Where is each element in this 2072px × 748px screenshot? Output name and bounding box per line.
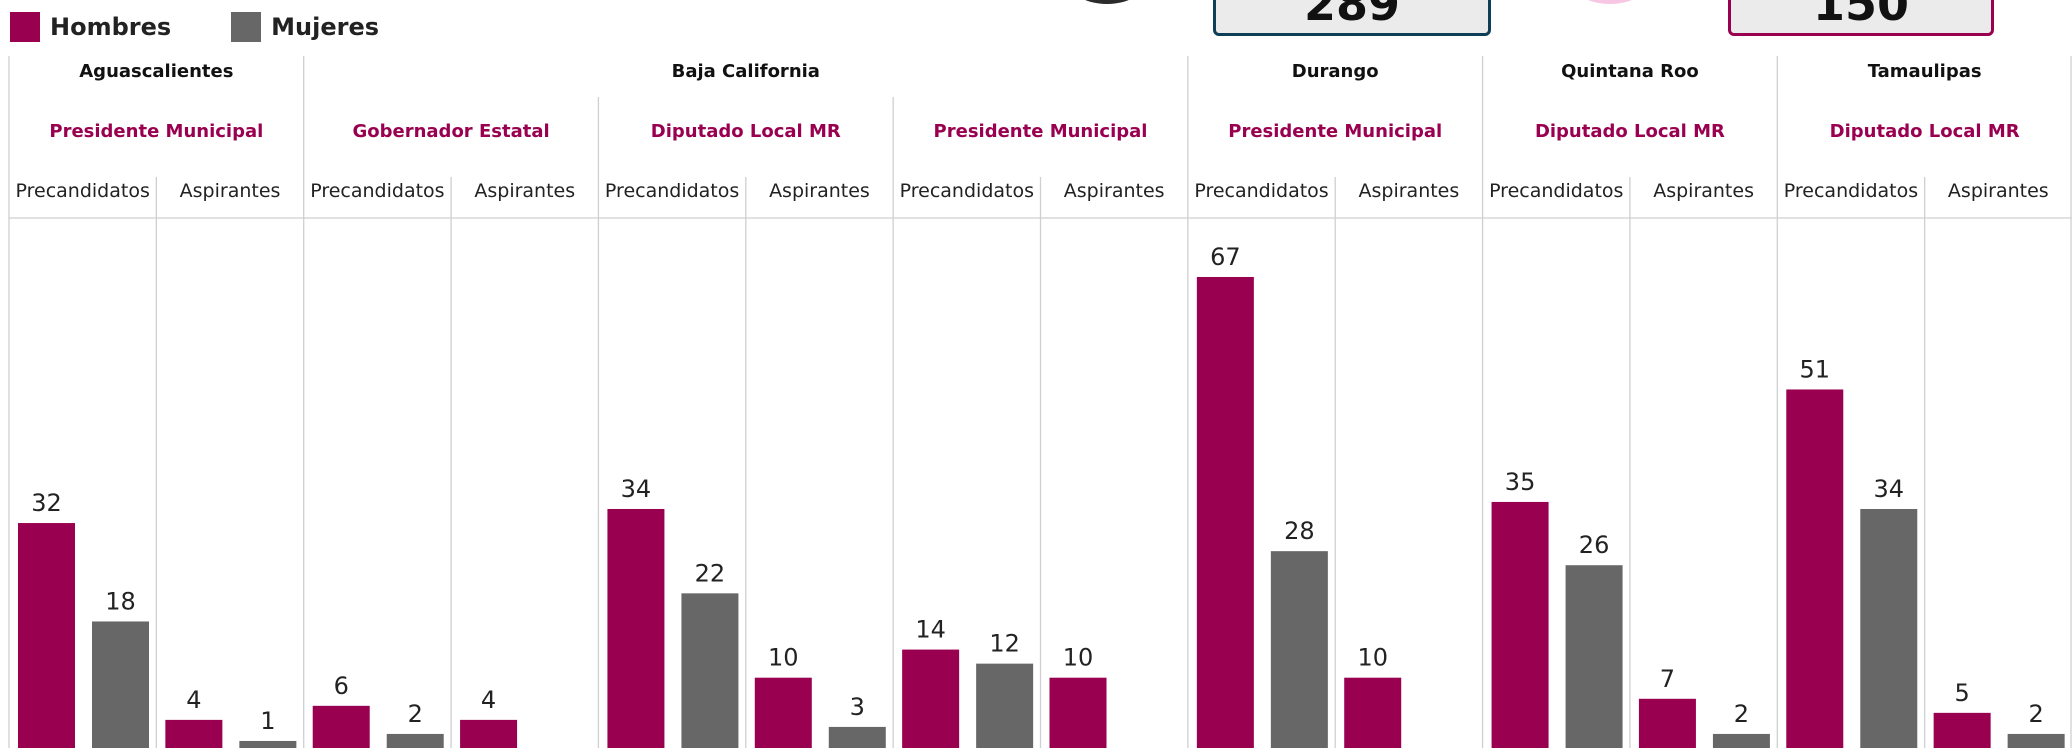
stage-label: Aspirantes	[1948, 180, 2049, 202]
stage-label: Aspirantes	[769, 180, 870, 202]
kpi-value-women: 150	[1812, 0, 1910, 31]
bar-mujeres	[681, 593, 739, 748]
value-label-hombres: 7	[1660, 665, 1675, 693]
bar-mujeres	[239, 740, 297, 748]
value-label-hombres: 67	[1210, 243, 1241, 271]
value-label-hombres: 4	[186, 686, 201, 714]
value-label-hombres: 10	[768, 644, 799, 672]
stage-label: Precandidatos	[900, 180, 1034, 202]
value-label-mujeres: 1	[260, 707, 275, 735]
stage-label: Precandidatos	[1489, 180, 1623, 202]
value-label-hombres: 51	[1800, 355, 1831, 383]
legend-label-hombres: Hombres	[50, 13, 172, 41]
office-label: Diputado Local MR	[1830, 121, 2020, 142]
stage-label: Precandidatos	[605, 180, 739, 202]
value-label-hombres: 6	[334, 672, 349, 700]
office-label: Diputado Local MR	[1535, 121, 1725, 142]
mujeres-swatch	[231, 12, 262, 42]
value-label-mujeres: 3	[850, 693, 865, 721]
value-label-mujeres: 18	[105, 587, 136, 615]
value-label-hombres: 14	[915, 616, 946, 644]
bar-mujeres	[976, 663, 1034, 748]
bar-hombres	[1933, 712, 1991, 748]
legend: Hombres Mujeres	[10, 12, 439, 42]
value-label-hombres: 10	[1063, 644, 1094, 672]
bar-hombres	[1196, 276, 1254, 748]
office-label: Presidente Municipal	[1228, 121, 1442, 142]
office-label: Presidente Municipal	[934, 121, 1148, 142]
legend-item-mujeres[interactable]: Mujeres	[231, 12, 379, 42]
kpi-card-total-men: 289	[1213, 0, 1491, 36]
bar-hombres	[902, 649, 960, 748]
value-label-hombres: 5	[1955, 679, 1970, 707]
state-label: Tamaulipas	[1868, 61, 1982, 82]
state-label: Aguascalientes	[79, 61, 233, 82]
stage-label: Aspirantes	[1064, 180, 1165, 202]
bar-hombres	[18, 523, 75, 748]
bar-mujeres	[1860, 508, 1918, 748]
office-label: Presidente Municipal	[49, 121, 263, 142]
bar-mujeres	[1565, 565, 1623, 748]
value-label-mujeres: 34	[1874, 475, 1905, 503]
bar-hombres	[312, 705, 370, 748]
bar-hombres	[754, 677, 812, 748]
stage-label: Precandidatos	[310, 180, 444, 202]
bar-mujeres	[2007, 733, 2065, 748]
value-label-mujeres: 22	[695, 559, 726, 587]
legend-item-hombres[interactable]: Hombres	[10, 12, 171, 42]
women-avatar-icon	[1565, 0, 1655, 4]
value-label-mujeres: 2	[2029, 700, 2044, 728]
state-label: Quintana Roo	[1561, 61, 1699, 82]
bar-hombres	[1786, 389, 1844, 748]
stage-label: Aspirantes	[474, 180, 575, 202]
value-label-hombres: 34	[621, 475, 652, 503]
value-label-mujeres: 12	[989, 630, 1020, 658]
bar-mujeres	[1712, 733, 1770, 748]
men-avatar-icon	[1062, 0, 1152, 4]
office-label: Gobernador Estatal	[352, 121, 549, 142]
state-label: Durango	[1292, 61, 1379, 82]
stage-label: Aspirantes	[1359, 180, 1460, 202]
office-label: Diputado Local MR	[651, 121, 841, 142]
value-label-mujeres: 28	[1284, 517, 1315, 545]
value-label-mujeres: 2	[1734, 700, 1749, 728]
stage-label: Aspirantes	[1653, 180, 1754, 202]
bar-mujeres	[386, 733, 444, 748]
value-label-mujeres: 26	[1579, 531, 1610, 559]
bar-hombres	[1049, 677, 1107, 748]
bar-hombres	[1344, 677, 1402, 748]
stage-label: Precandidatos	[1784, 180, 1918, 202]
bar-hombres	[165, 719, 223, 748]
value-label-hombres: 10	[1357, 644, 1388, 672]
bar-mujeres	[92, 621, 149, 748]
bar-hombres	[607, 508, 665, 748]
value-label-mujeres: 2	[408, 700, 423, 728]
bar-hombres	[460, 719, 518, 748]
stage-label: Precandidatos	[15, 180, 149, 202]
value-label-hombres: 4	[481, 686, 496, 714]
bar-mujeres	[828, 726, 886, 748]
legend-label-mujeres: Mujeres	[271, 13, 380, 41]
kpi-value-men: 289	[1303, 0, 1401, 31]
stage-label: Aspirantes	[180, 180, 281, 202]
kpi-card-total-women: 150	[1728, 0, 1994, 36]
value-label-hombres: 32	[31, 489, 62, 517]
value-label-hombres: 35	[1505, 468, 1536, 496]
hombres-swatch	[10, 12, 40, 42]
stage-label: Precandidatos	[1194, 180, 1328, 202]
state-label: Baja California	[672, 61, 820, 82]
bar-hombres	[1491, 501, 1549, 748]
bar-mujeres	[1270, 551, 1328, 748]
bar-hombres	[1638, 698, 1696, 748]
